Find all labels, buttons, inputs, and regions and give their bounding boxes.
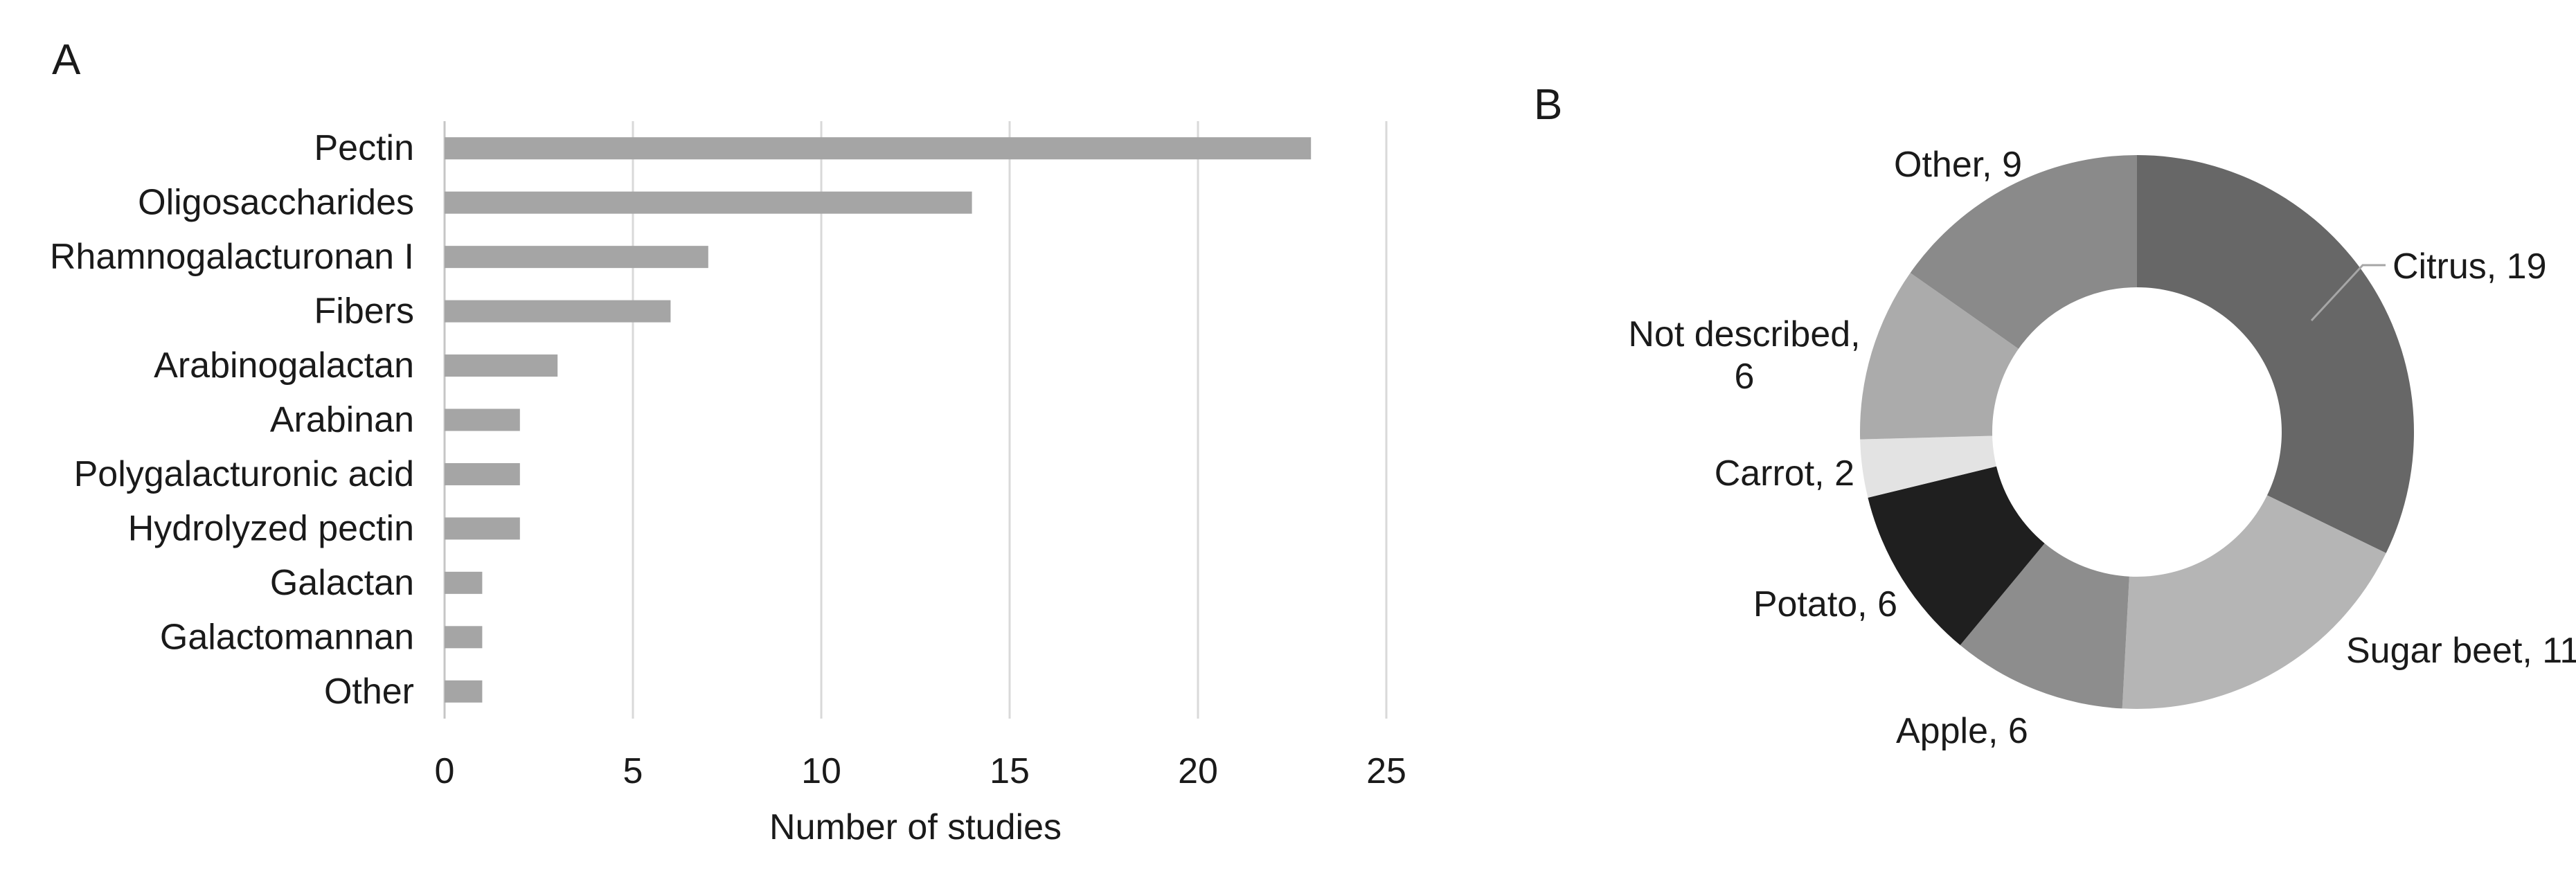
donut-label-sugar-beet: Sugar beet, 11 [2346, 631, 2576, 671]
donut-label-apple: Apple, 6 [1896, 711, 2028, 751]
donut-slice-apple [1960, 543, 2129, 709]
donut-label-not-described-value: 6 [1735, 357, 1755, 397]
bar-tick-label-10: 10 [801, 751, 841, 791]
bar-hydrolyzed-pectin [445, 517, 520, 540]
donut-slice-other [1910, 154, 2137, 349]
bar-tick-label-15: 15 [990, 751, 1030, 791]
bar-pectin [445, 137, 1312, 160]
bar-category-label-oligosaccharides: Oligosaccharides [138, 183, 414, 223]
bar-other [445, 680, 483, 703]
bar-category-label-galactomannan: Galactomannan [160, 617, 414, 657]
bar-category-label-arabinogalactan: Arabinogalactan [154, 345, 414, 386]
donut-label-potato: Potato, 6 [1753, 584, 1897, 624]
citrus-leader-line [2310, 264, 2386, 322]
bar-polygalacturonic-acid [445, 462, 520, 485]
donut-label-not-described: Not described, [1628, 314, 1860, 354]
bar-category-label-rhamnogalacturonan-i: Rhamnogalacturonan I [50, 237, 414, 277]
bar-category-label-pectin: Pectin [314, 128, 414, 168]
bar-tick-label-0: 0 [435, 751, 455, 791]
bar-galactan [445, 571, 483, 594]
bar-oligosaccharides [445, 191, 972, 214]
donut-slice-not-described [1859, 273, 2019, 440]
donut-slice-sugar-beet [2122, 495, 2386, 709]
donut-label-citrus: Citrus, 19 [2392, 246, 2547, 287]
bar-category-labels: Pectin Oligosaccharides Rhamnogalacturonan… [50, 128, 414, 712]
bar-category-label-galactan: Galactan [270, 563, 414, 603]
bar-category-label-other: Other [324, 672, 414, 712]
donut-slice-citrus [2137, 155, 2414, 553]
bar-series [445, 137, 1312, 703]
donut-slices [1859, 154, 2414, 709]
bar-tick-label-20: 20 [1178, 751, 1218, 791]
donut-label-carrot: Carrot, 2 [1715, 453, 1854, 494]
bar-fibers [445, 300, 671, 323]
bar-axis-title: Number of studies [769, 807, 1062, 847]
bar-category-label-fibers: Fibers [314, 291, 414, 332]
donut-label-other: Other, 9 [1894, 145, 2022, 185]
bar-tick-label-25: 25 [1366, 751, 1406, 791]
bar-category-label-hydrolyzed-pectin: Hydrolyzed pectin [128, 508, 414, 548]
donut-labels: Citrus, 19 Sugar beet, 11 Apple, 6 Potato, … [1628, 145, 2576, 751]
bar-category-label-polygalacturonic-acid: Polygalacturonic acid [74, 454, 414, 494]
bar-gridlines [443, 121, 1388, 719]
bar-tick-labels: 0 5 10 15 20 25 [435, 751, 1406, 791]
panel-a-label: A [52, 36, 81, 84]
bar-category-label-arabinan: Arabinan [270, 400, 414, 440]
donut-slice-potato [1868, 466, 2045, 645]
bar-rhamnogalacturonan-i [445, 246, 708, 269]
bar-arabinan [445, 408, 520, 431]
bar-galactomannan [445, 626, 483, 649]
bar-tick-label-5: 5 [623, 751, 643, 791]
panel-b-label: B [1534, 81, 1562, 129]
bar-arabinogalactan [445, 354, 558, 377]
donut-slice-carrot [1860, 435, 1996, 498]
